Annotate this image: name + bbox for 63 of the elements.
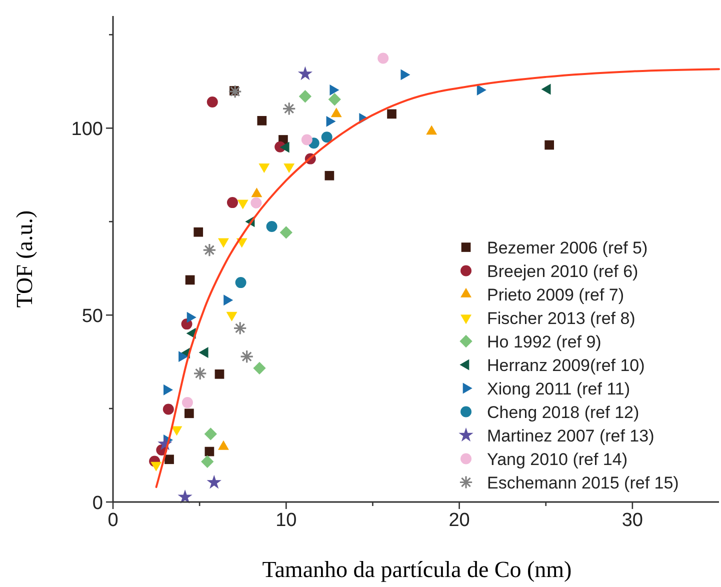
point bbox=[164, 454, 174, 464]
legend-label: Cheng 2018 (ref 12) bbox=[487, 402, 640, 422]
point bbox=[330, 108, 342, 118]
point bbox=[257, 116, 267, 126]
point bbox=[476, 84, 486, 96]
legend-label: Bezemer 2006 (ref 5) bbox=[487, 238, 648, 258]
point bbox=[182, 397, 193, 408]
point bbox=[426, 125, 438, 135]
point bbox=[186, 312, 196, 323]
point bbox=[298, 90, 312, 103]
x-tick-label: 30 bbox=[622, 510, 643, 531]
x-tick-label: 10 bbox=[276, 510, 297, 531]
legend-label: Fischer 2013 (ref 8) bbox=[487, 308, 636, 328]
point bbox=[204, 428, 217, 440]
point bbox=[204, 446, 214, 456]
point bbox=[185, 275, 195, 285]
legend-label: Breejen 2010 (ref 6) bbox=[487, 262, 638, 281]
point bbox=[321, 132, 332, 143]
point bbox=[178, 489, 192, 504]
point bbox=[233, 321, 247, 336]
point bbox=[301, 134, 312, 146]
point bbox=[387, 109, 396, 119]
point bbox=[193, 366, 207, 380]
point bbox=[162, 404, 174, 415]
point bbox=[280, 226, 292, 239]
point bbox=[400, 69, 410, 80]
point bbox=[235, 277, 246, 288]
legend-label: Ho 1992 (ref 9) bbox=[487, 332, 602, 352]
point bbox=[184, 408, 194, 418]
y-tick-label: 100 bbox=[71, 119, 103, 140]
legend-label: Xiong 2011 (ref 11) bbox=[487, 379, 630, 398]
point bbox=[250, 197, 262, 208]
x-axis-title: Tamanho da partícula de Co (nm) bbox=[262, 557, 572, 582]
legend-label: Herranz 2009(ref 10) bbox=[487, 356, 645, 375]
point bbox=[298, 66, 313, 80]
legend-label: Prieto 2009 (ref 7) bbox=[487, 285, 624, 304]
point bbox=[194, 227, 204, 237]
point bbox=[202, 243, 216, 257]
point bbox=[251, 188, 262, 198]
x-tick-label: 0 bbox=[108, 510, 118, 531]
point bbox=[324, 170, 334, 180]
point bbox=[328, 93, 341, 106]
point bbox=[378, 52, 389, 64]
y-axis-title: TOF (a.u.) bbox=[12, 210, 37, 308]
point bbox=[206, 96, 218, 108]
x-tick-label: 20 bbox=[448, 510, 470, 531]
y-tick-label: 0 bbox=[92, 493, 103, 514]
point bbox=[214, 369, 224, 379]
point bbox=[253, 362, 266, 374]
legend-label: Martinez 2007 (ref 13) bbox=[487, 426, 654, 446]
point bbox=[240, 350, 254, 364]
point bbox=[226, 197, 238, 208]
point bbox=[206, 474, 222, 489]
point bbox=[201, 455, 214, 468]
y-tick-label: 50 bbox=[82, 306, 103, 328]
point bbox=[326, 116, 336, 127]
legend-label: Yang 2010 (ref 14) bbox=[487, 450, 628, 469]
legend-label: Eschemann 2015 (ref 15) bbox=[487, 473, 679, 492]
point bbox=[228, 84, 242, 98]
point bbox=[330, 84, 340, 96]
point bbox=[266, 220, 278, 232]
point bbox=[282, 102, 296, 116]
point bbox=[544, 140, 554, 150]
